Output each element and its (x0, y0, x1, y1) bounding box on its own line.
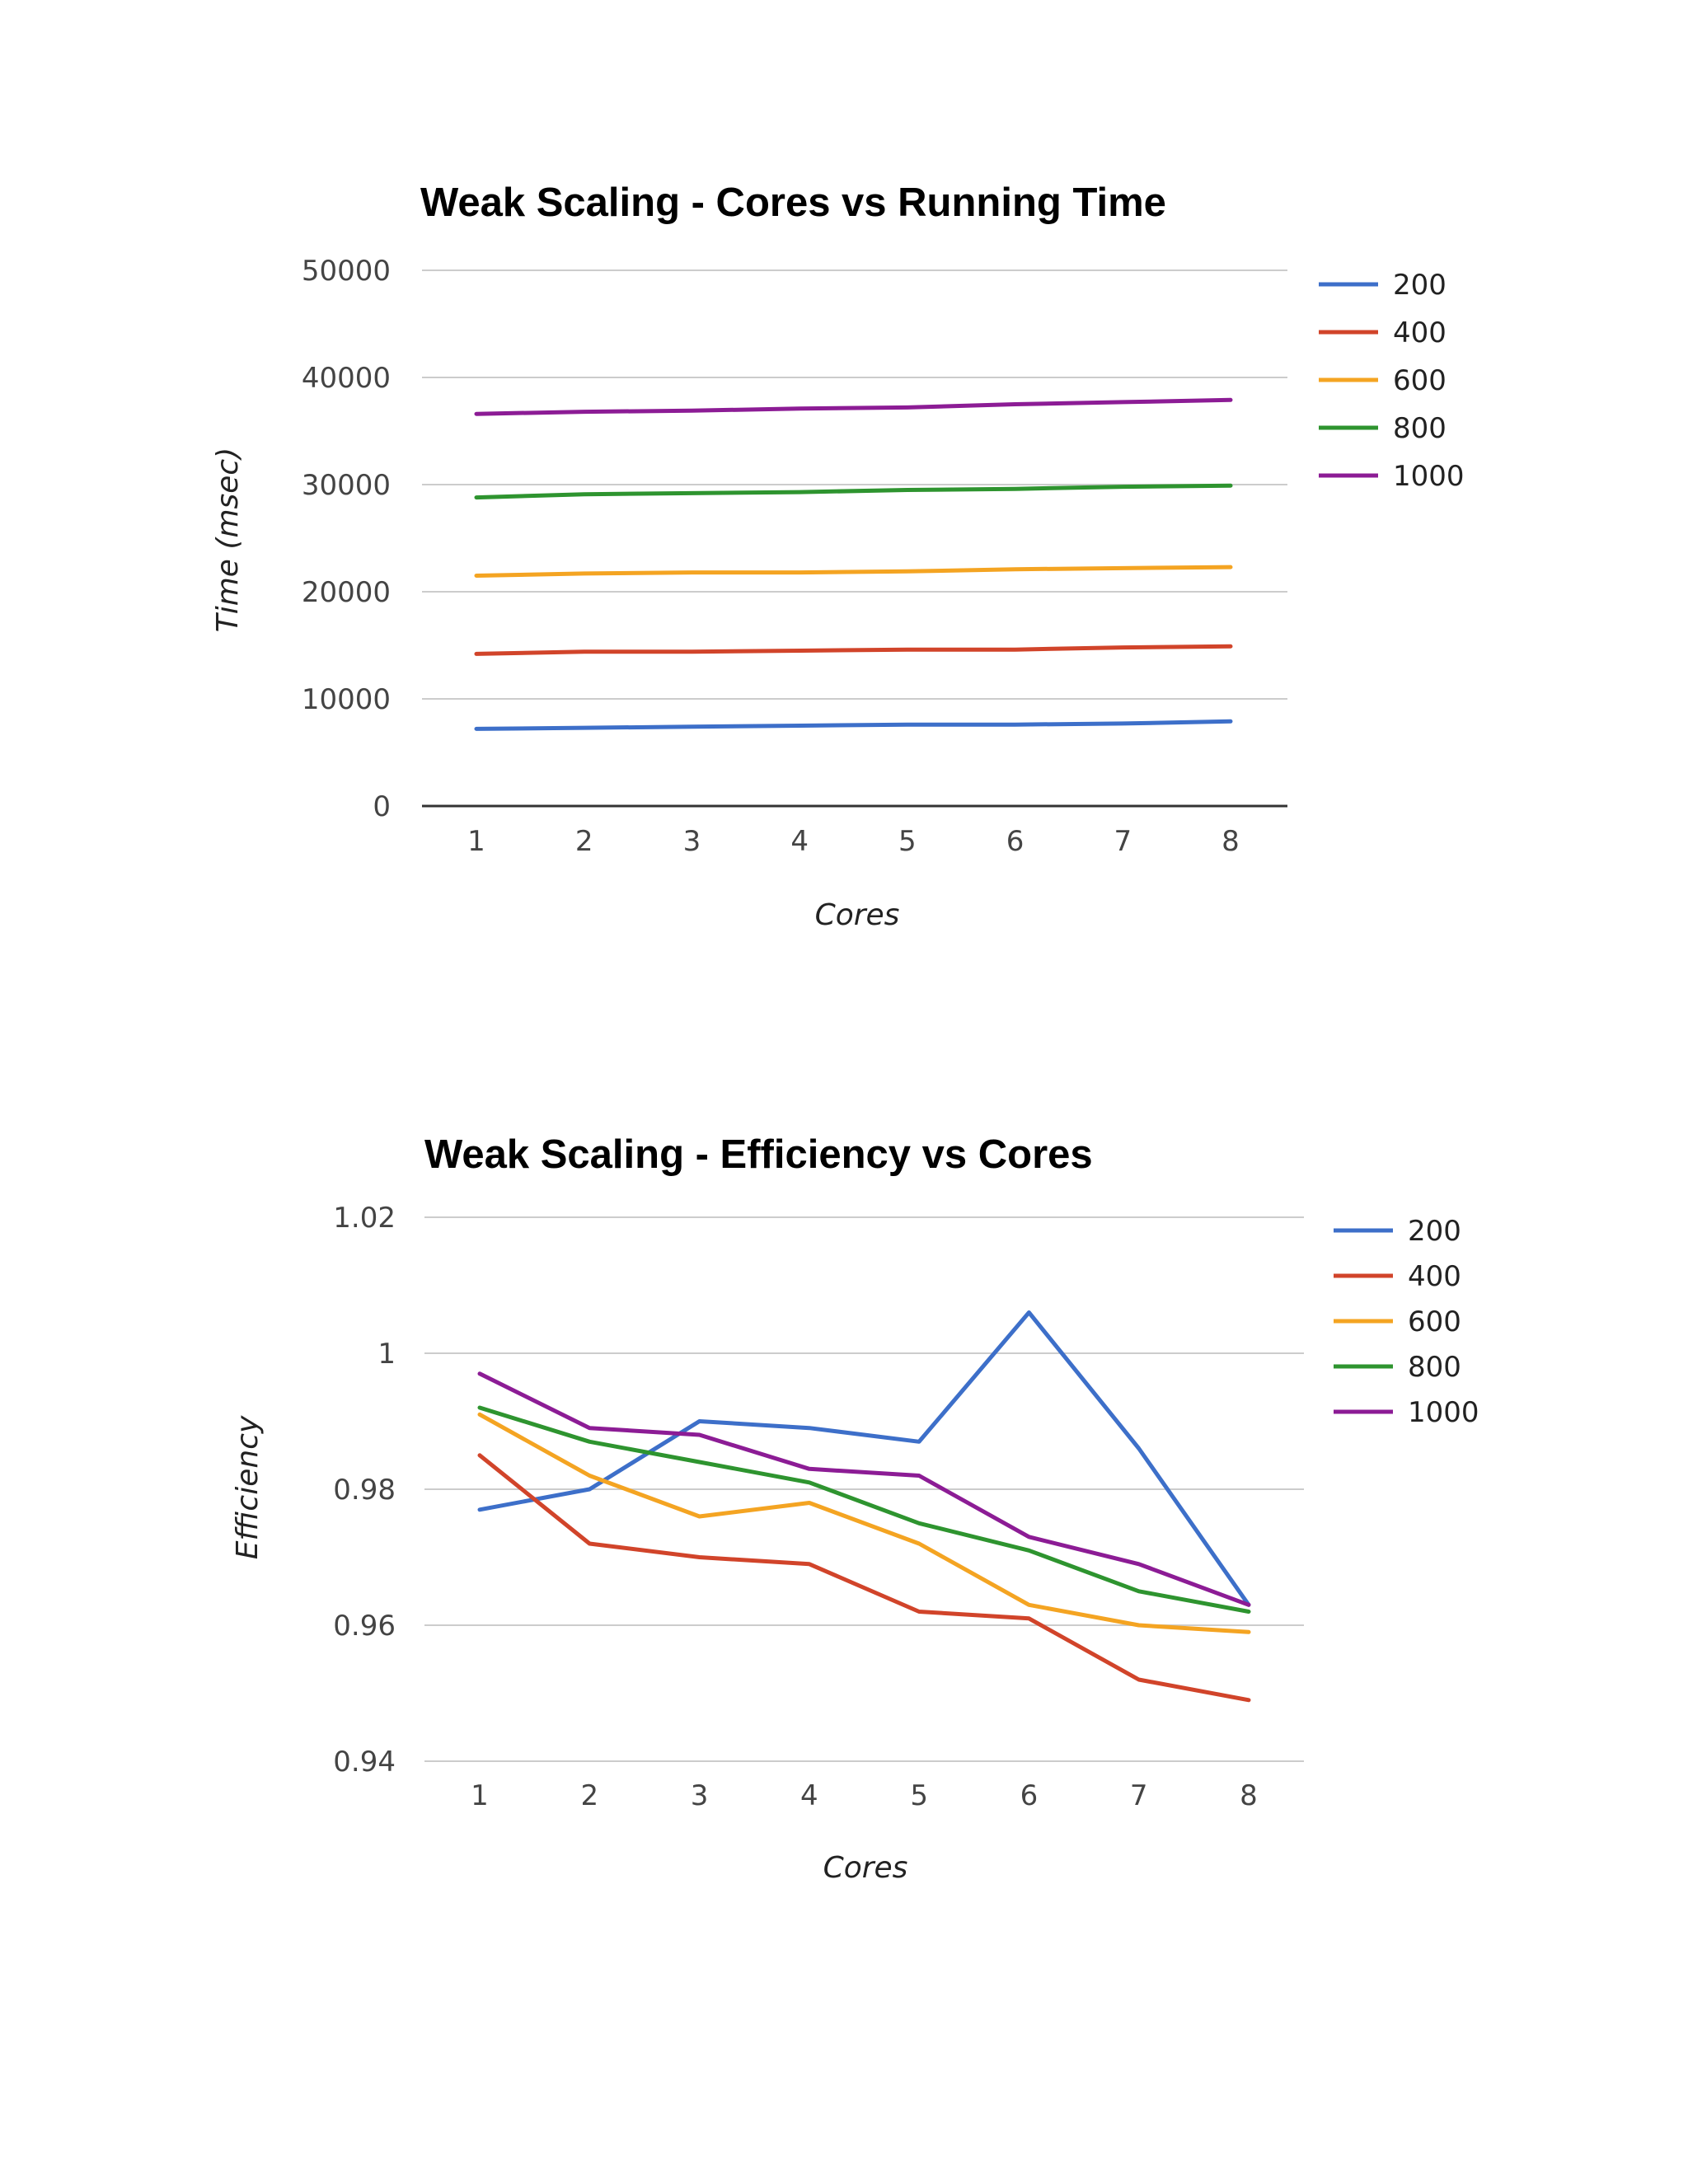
y-tick-label: 1 (377, 1338, 396, 1371)
x-axis-label: Cores (815, 898, 900, 932)
x-tick-label: 5 (910, 1779, 928, 1812)
chart-title: Weak Scaling - Efficiency vs Cores (424, 1132, 1093, 1177)
x-tick-label: 6 (1020, 1779, 1039, 1812)
x-tick-label: 2 (575, 825, 593, 858)
series-line-800 (474, 483, 1233, 500)
x-tick-label: 4 (790, 825, 809, 858)
series-lines (477, 1310, 1251, 1703)
x-tick-label: 7 (1114, 825, 1132, 858)
x-axis-label: Cores (823, 1851, 908, 1885)
time-chart: Weak Scaling - Cores vs Running Time 010… (211, 180, 1465, 932)
legend-label: 800 (1393, 412, 1447, 445)
x-tick-label: 3 (691, 1779, 709, 1812)
y-tick-label: 30000 (302, 469, 391, 502)
legend-label: 800 (1408, 1351, 1461, 1384)
chart-title: Weak Scaling - Cores vs Running Time (420, 180, 1166, 225)
x-tick-label: 1 (467, 825, 485, 858)
series-line-600 (477, 1412, 1251, 1634)
series-line-200 (477, 1310, 1251, 1607)
efficiency-chart: Weak Scaling - Efficiency vs Cores 0.940… (231, 1132, 1479, 1885)
series-line-800 (477, 1405, 1251, 1614)
x-tick-labels: 1 2 3 4 5 6 7 8 (467, 825, 1240, 858)
y-tick-label: 40000 (302, 362, 391, 395)
x-tick-label: 2 (580, 1779, 598, 1812)
series-line-400 (477, 1453, 1251, 1703)
y-axis-label: Time (msec) (211, 448, 245, 633)
gridlines (424, 1216, 1304, 1762)
x-tick-label: 8 (1221, 825, 1240, 858)
y-tick-label: 0.98 (333, 1474, 396, 1507)
x-tick-label: 8 (1240, 1779, 1258, 1812)
y-tick-label: 20000 (302, 576, 391, 609)
x-tick-labels: 1 2 3 4 5 6 7 8 (471, 1779, 1258, 1812)
y-tick-label: 0 (373, 790, 391, 823)
legend-label: 400 (1393, 316, 1447, 349)
legend-label: 400 (1408, 1260, 1461, 1293)
legend-label: 1000 (1408, 1396, 1479, 1429)
gridlines (422, 269, 1287, 808)
legend-label: 200 (1393, 269, 1447, 302)
series-lines (474, 397, 1233, 731)
series-line-600 (474, 565, 1233, 578)
y-tick-label: 0.96 (333, 1610, 396, 1643)
x-tick-label: 5 (898, 825, 917, 858)
legend-label: 200 (1408, 1215, 1461, 1248)
series-line-1000 (474, 397, 1233, 416)
y-tick-label: 1.02 (333, 1202, 396, 1235)
y-tick-labels: 0 10000 20000 30000 40000 50000 (302, 255, 391, 823)
y-tick-label: 0.94 (333, 1746, 396, 1779)
legend: 200 400 600 800 1000 (1334, 1215, 1479, 1429)
legend-label: 600 (1408, 1305, 1461, 1338)
legend-label: 600 (1393, 364, 1447, 397)
y-tick-labels: 0.94 0.96 0.98 1 1.02 (333, 1202, 396, 1779)
x-tick-label: 1 (471, 1779, 489, 1812)
x-tick-label: 7 (1130, 1779, 1148, 1812)
y-tick-label: 10000 (302, 683, 391, 716)
series-line-200 (474, 719, 1233, 731)
legend-label: 1000 (1393, 460, 1465, 493)
y-tick-label: 50000 (302, 255, 391, 288)
x-tick-label: 6 (1006, 825, 1025, 858)
x-tick-label: 4 (800, 1779, 818, 1812)
x-tick-label: 3 (683, 825, 701, 858)
legend: 200 400 600 800 1000 (1319, 269, 1465, 493)
series-line-1000 (477, 1371, 1251, 1607)
series-line-400 (474, 644, 1233, 656)
y-axis-label: Efficiency (231, 1415, 265, 1559)
